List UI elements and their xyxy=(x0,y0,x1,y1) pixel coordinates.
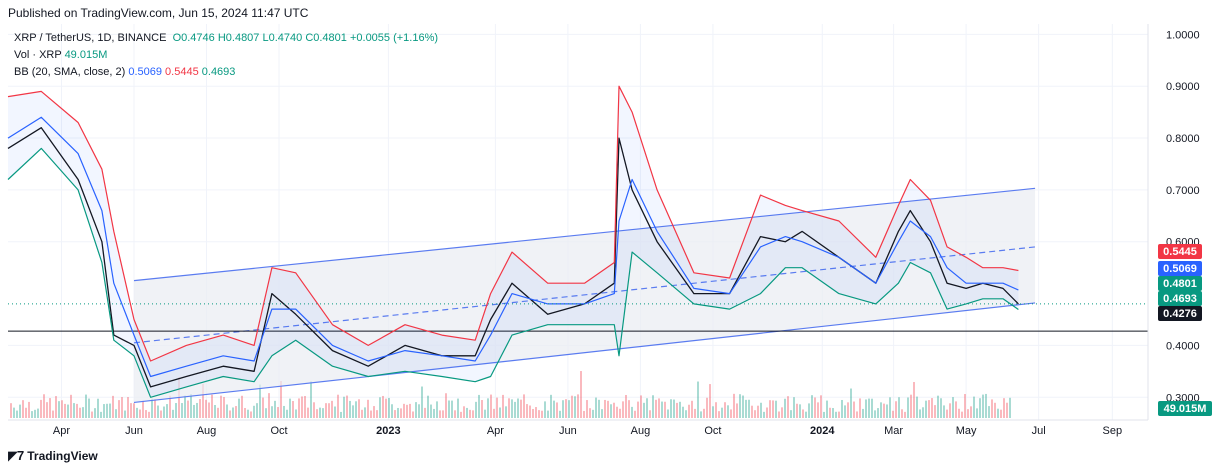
price-tag-4: 0.4276 xyxy=(1158,306,1202,321)
x-tick-label-5: Apr xyxy=(487,425,504,437)
price-tag-1: 0.5069 xyxy=(1158,261,1202,276)
price-tag-text-1: 0.5069 xyxy=(1163,263,1197,275)
price-tag-text-0: 0.5445 xyxy=(1163,246,1197,258)
chart-legend: XRP / TetherUS, 1D, BINANCE O0.4746 H0.4… xyxy=(14,30,438,81)
y-tick-label-5: 0.4000 xyxy=(1166,340,1200,352)
x-tick-label-2: Aug xyxy=(197,425,217,437)
y-tick-label-3: 0.7000 xyxy=(1166,185,1200,197)
open-value: O0.4746 xyxy=(172,32,215,44)
x-tick-label-3: Oct xyxy=(270,425,287,437)
price-tag-text-2: 0.4801 xyxy=(1163,278,1197,290)
price-tag-text-4: 0.4276 xyxy=(1163,308,1197,320)
price-tag-3: 0.4693 xyxy=(1158,291,1202,306)
price-tag-0: 0.5445 xyxy=(1158,244,1202,259)
channel-lower-line xyxy=(133,302,1036,404)
x-tick-label-1: Jun xyxy=(125,425,143,437)
volume-label[interactable]: Vol · XRP xyxy=(14,49,62,61)
y-tick-label-1: 0.9000 xyxy=(1166,81,1200,93)
bb-lower-value: 0.4693 xyxy=(201,66,236,78)
symbol-label[interactable]: XRP / TetherUS, 1D, BINANCE xyxy=(14,32,167,44)
bb-row: BB (20, SMA, close, 2) 0.5069 0.5445 0.4… xyxy=(14,64,438,81)
y-tick-label-2: 0.8000 xyxy=(1166,133,1200,145)
footer-brand: ◤7 TradingView xyxy=(8,448,98,464)
bb-lower-line xyxy=(7,147,1019,398)
x-tick-label-13: Sep xyxy=(1103,425,1123,437)
bb-basis-value: 0.5069 xyxy=(128,66,162,78)
published-header: Published on TradingView.com, Jun 15, 20… xyxy=(8,6,309,20)
volume-value: 49.015M xyxy=(64,49,108,61)
channel-upper-line xyxy=(133,187,1036,282)
close-value: C0.4801 xyxy=(305,32,347,44)
x-tick-label-11: May xyxy=(956,425,977,437)
x-tick-label-6: Jun xyxy=(559,425,577,437)
volume-bars xyxy=(10,371,1011,418)
high-value: H0.4807 xyxy=(217,32,260,44)
bb-upper-line xyxy=(7,85,1019,362)
x-tick-label-0: Apr xyxy=(53,425,70,437)
x-tick-label-4: 2023 xyxy=(376,425,400,437)
x-tick-label-10: Mar xyxy=(884,425,903,437)
change-value: +0.0055 (+1.16%) xyxy=(349,32,439,44)
x-tick-label-7: Aug xyxy=(631,425,651,437)
volume-tag-text: 49.015M xyxy=(1164,403,1207,415)
bb-label[interactable]: BB (20, SMA, close, 2) xyxy=(14,66,126,78)
x-tick-label-8: Oct xyxy=(704,425,721,437)
bb-upper-value: 0.5445 xyxy=(165,66,199,78)
x-tick-label-9: 2024 xyxy=(810,425,835,437)
price-series-line xyxy=(7,127,1019,388)
brand-name: TradingView xyxy=(27,449,98,463)
tradingview-logo-icon: ◤7 xyxy=(8,448,24,463)
x-tick-label-12: Jul xyxy=(1032,425,1046,437)
volume-tag: 49.015M xyxy=(1158,401,1212,416)
bb-basis-line xyxy=(7,116,1019,378)
volume-row: Vol · XRP 49.015M xyxy=(14,47,438,64)
low-value: L0.4740 xyxy=(262,32,303,44)
y-tick-label-0: 1.0000 xyxy=(1166,29,1200,41)
symbol-row: XRP / TetherUS, 1D, BINANCE O0.4746 H0.4… xyxy=(14,30,438,47)
price-tag-2: 0.4801 xyxy=(1158,276,1202,291)
price-tag-text-3: 0.4693 xyxy=(1163,293,1197,305)
